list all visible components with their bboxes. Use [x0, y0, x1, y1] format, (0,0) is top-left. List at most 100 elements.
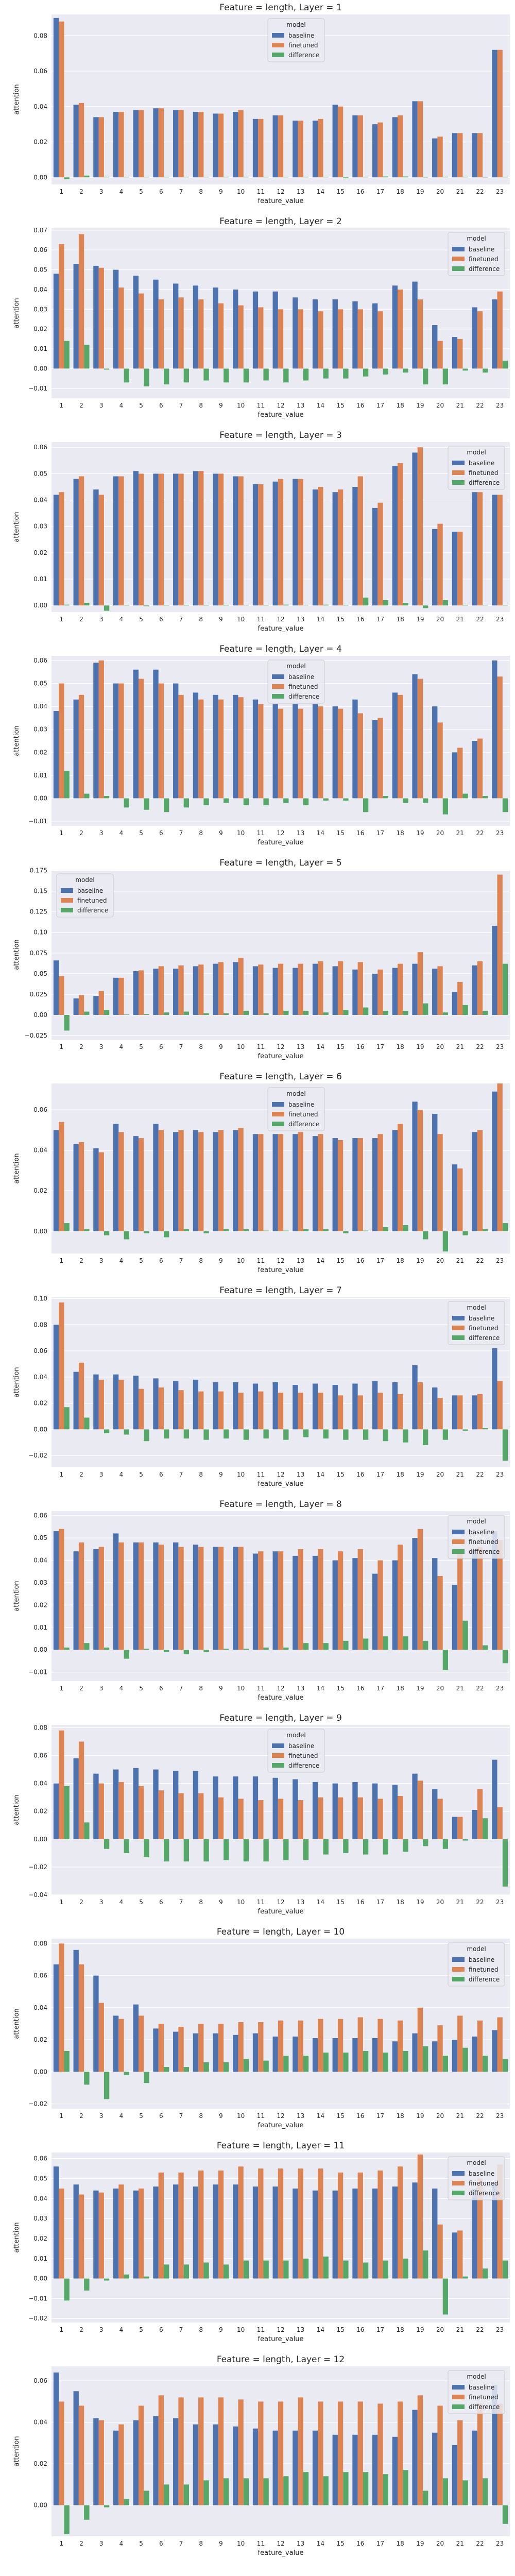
bar-finetuned: [477, 133, 483, 178]
legend-swatch-finetuned: [272, 1112, 284, 1116]
bar-finetuned: [198, 2170, 204, 2279]
bar-difference: [383, 176, 388, 178]
bar-baseline: [173, 473, 179, 606]
bar-baseline: [352, 1558, 358, 1650]
x-tick-label: 10: [237, 2540, 245, 2547]
bar-finetuned: [218, 1130, 224, 1231]
legend-label-difference: difference: [77, 907, 108, 914]
legend-swatch-finetuned: [452, 1326, 465, 1330]
bar-baseline: [233, 2184, 238, 2279]
bar-difference: [343, 1640, 349, 1650]
bar-finetuned: [318, 1797, 323, 1839]
bar-finetuned: [158, 299, 164, 369]
x-tick-label: 15: [336, 188, 344, 195]
x-tick-label: 20: [436, 2326, 444, 2333]
bar-difference: [283, 1839, 289, 1860]
bar-finetuned: [497, 2164, 503, 2279]
bar-difference: [343, 2260, 349, 2279]
bar-finetuned: [78, 1542, 84, 1650]
bar-difference: [403, 1839, 408, 1852]
bar-difference: [323, 1839, 329, 1855]
x-tick-label: 20: [436, 2112, 444, 2120]
bar-baseline: [113, 2015, 119, 2072]
bar-difference: [243, 2260, 249, 2279]
x-tick-label: 14: [317, 616, 324, 623]
x-tick-label: 9: [219, 1257, 223, 1264]
bar-finetuned: [238, 1128, 244, 1231]
bar-baseline: [492, 299, 497, 369]
chart-panel-1: Feature = length, Layer = 1 0.00 0.02 0.04 0…: [13, 3, 510, 205]
legend-label-finetuned: finetuned: [469, 1966, 498, 1973]
bar-baseline: [352, 486, 358, 606]
legend-swatch-difference: [272, 53, 284, 57]
x-tick-label: 17: [376, 2326, 384, 2333]
x-tick-label: 20: [436, 188, 444, 195]
x-tick-label: 23: [496, 2326, 504, 2333]
bar-difference: [104, 1647, 110, 1650]
bar-baseline: [73, 1950, 79, 2072]
legend-swatch-baseline: [272, 1743, 284, 1748]
x-axis-label: feature_value: [258, 2122, 304, 2129]
bar-finetuned: [457, 531, 463, 606]
bar-difference: [64, 341, 70, 369]
y-tick-label: 0.04: [33, 286, 47, 293]
legend-swatch-baseline: [452, 247, 465, 251]
bar-baseline: [293, 1385, 298, 1430]
bar-baseline: [73, 1758, 79, 1839]
bar-baseline: [272, 2187, 278, 2279]
y-tick-label: 0.02: [33, 1808, 47, 1815]
bar-finetuned: [457, 338, 463, 369]
bar-finetuned: [398, 1795, 403, 1839]
legend-label-difference: difference: [288, 693, 319, 700]
chart-title: Feature = length, Layer = 4: [219, 644, 342, 654]
y-tick-label: 0.15: [33, 888, 47, 895]
x-tick-label: 18: [397, 2540, 404, 2547]
bar-finetuned: [198, 112, 204, 178]
bar-finetuned: [398, 1545, 403, 1650]
bar-baseline: [452, 1817, 458, 1839]
x-tick-label: 22: [476, 829, 484, 837]
y-axis-label: attention: [13, 2008, 21, 2039]
bar-difference: [263, 2060, 269, 2072]
bar-difference: [104, 605, 110, 611]
bar-difference: [64, 2278, 70, 2301]
bar-baseline: [173, 1542, 179, 1650]
bar-finetuned: [497, 2403, 503, 2505]
chart-title: Feature = length, Layer = 1: [219, 3, 342, 13]
chart-title: Feature = length, Layer = 12: [217, 2354, 345, 2365]
bar-baseline: [452, 133, 458, 178]
x-tick-label: 9: [219, 1043, 223, 1050]
bar-baseline: [213, 2184, 218, 2279]
bar-difference: [383, 2260, 388, 2279]
bar-difference: [363, 2050, 369, 2072]
x-tick-label: 19: [416, 1471, 424, 1478]
bar-baseline: [272, 2430, 278, 2505]
bar-finetuned: [78, 103, 84, 178]
x-tick-label: 18: [397, 616, 404, 623]
bar-baseline: [153, 279, 159, 369]
x-tick-label: 8: [199, 2326, 203, 2333]
x-tick-label: 17: [376, 188, 384, 195]
bar-difference: [502, 1429, 508, 1461]
legend-title: model: [467, 1945, 486, 1953]
x-tick-label: 12: [277, 1685, 284, 1692]
bar-finetuned: [59, 21, 64, 178]
bar-finetuned: [258, 704, 264, 799]
bar-baseline: [293, 704, 298, 799]
bar-finetuned: [278, 2168, 284, 2279]
bar-finetuned: [298, 1800, 303, 1839]
bar-difference: [224, 2264, 229, 2279]
bar-difference: [104, 1010, 110, 1015]
legend-title: model: [467, 449, 486, 456]
bar-baseline: [113, 1769, 119, 1839]
bar-difference: [442, 798, 449, 815]
bar-difference: [502, 1650, 508, 1664]
x-tick-label: 2: [79, 1257, 83, 1264]
chart-title: Feature = length, Layer = 6: [219, 1072, 342, 1082]
bar-finetuned: [178, 2027, 184, 2072]
legend-title: model: [286, 663, 305, 670]
legend-swatch-finetuned: [452, 2395, 465, 2399]
legend-swatch-baseline: [272, 1102, 284, 1107]
x-tick-label: 4: [119, 2540, 124, 2547]
